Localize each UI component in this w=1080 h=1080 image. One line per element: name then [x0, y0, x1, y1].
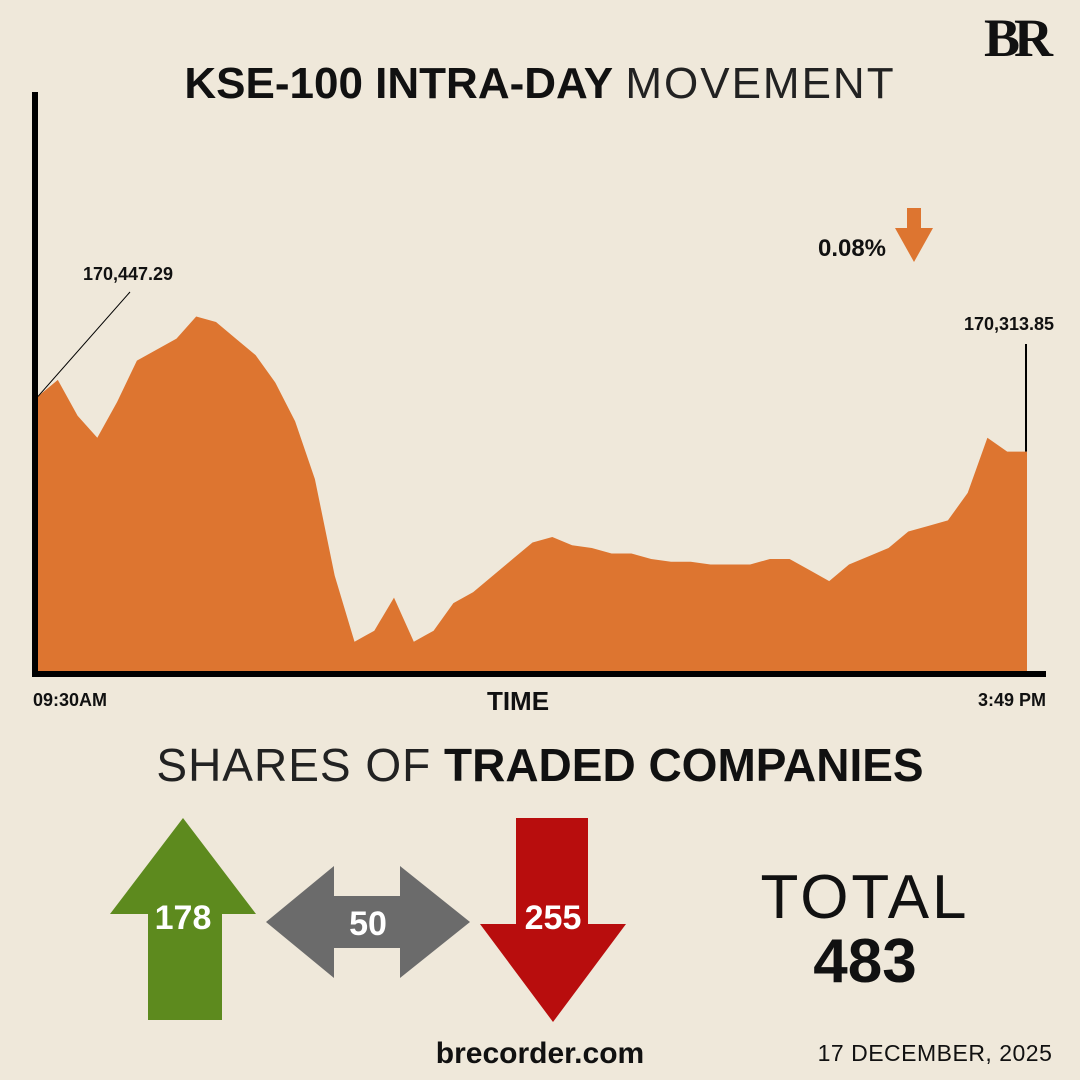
- shares-heading-light: SHARES OF: [156, 739, 432, 791]
- up-arrow-icon: [110, 818, 256, 1020]
- down-arrow-icon: [480, 818, 626, 1022]
- open-value-label: 170,447.29: [83, 264, 173, 284]
- chart-title-bold: KSE-100 INTRA-DAY: [184, 59, 614, 108]
- unchanged-count: 50: [349, 905, 387, 943]
- change-percent-label: 0.08%: [818, 235, 886, 262]
- x-start-label: 09:30AM: [33, 690, 107, 710]
- report-date: 17 DECEMBER, 2025: [817, 1040, 1053, 1066]
- total-label: TOTAL: [760, 863, 970, 932]
- br-logo: BR: [984, 8, 1053, 68]
- intraday-area: [38, 316, 1027, 672]
- unchanged-arrow-icon: [266, 866, 470, 978]
- site-url[interactable]: brecorder.com: [435, 1037, 645, 1070]
- decliners-count: 255: [524, 899, 582, 937]
- advancers-count: 178: [154, 899, 212, 937]
- total-value: 483: [813, 927, 917, 996]
- open-value-leader: [37, 291, 131, 397]
- shares-heading: SHARES OF TRADED COMPANIES: [0, 736, 1080, 794]
- close-value-label: 170,313.85: [964, 314, 1054, 334]
- change-down-arrow-icon: [895, 208, 933, 262]
- intraday-chart: 170,447.29 170,313.85 0.08% 09:30AM TIME…: [32, 92, 1054, 716]
- chart-title: KSE-100 INTRA-DAY MOVEMENT: [0, 56, 1080, 112]
- x-end-label: 3:49 PM: [978, 690, 1046, 710]
- chart-title-light: MOVEMENT: [625, 59, 896, 108]
- shares-heading-bold: TRADED COMPANIES: [444, 739, 924, 791]
- x-axis-title: TIME: [487, 686, 549, 716]
